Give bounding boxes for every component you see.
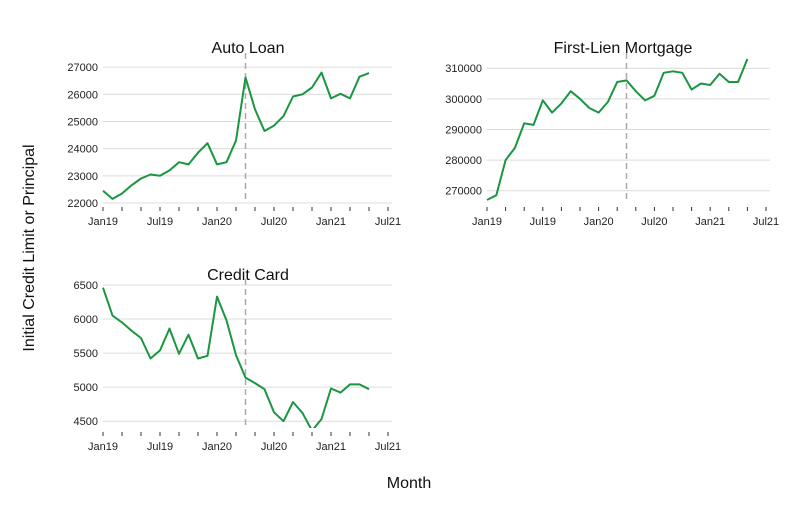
x-tick-label: Jan21 [316, 441, 346, 453]
y-tick-label: 6500 [74, 280, 98, 292]
y-tick-label: 6000 [74, 314, 98, 326]
x-tick-label: Jan21 [316, 216, 346, 228]
y-tick-label: 25000 [67, 116, 98, 128]
y-tick-label: 280000 [445, 155, 482, 167]
y-tick-label: 290000 [445, 124, 482, 136]
x-tick-label: Jul21 [375, 441, 401, 453]
x-axis-title: Month [387, 475, 431, 492]
x-tick-label: Jul21 [753, 216, 779, 228]
y-tick-label: 270000 [445, 186, 482, 198]
x-tick-label: Jul19 [147, 441, 173, 453]
y-axis-title: Initial Credit Limit or Principal [21, 144, 38, 351]
series-line [486, 58, 749, 201]
panel-1: First-Lien Mortgage 270000 280000 290000 300… [445, 40, 779, 228]
y-tick-label: 27000 [67, 62, 98, 74]
x-tick-label: Jul21 [375, 216, 401, 228]
y-tick-label: 4500 [74, 416, 98, 428]
y-tick-label: 23000 [67, 171, 98, 183]
x-tick-label: Jul20 [261, 441, 287, 453]
y-tick-label: 300000 [445, 94, 482, 106]
panel-title: Auto Loan [212, 40, 285, 57]
series-line [102, 287, 370, 428]
x-tick-label: Jan20 [584, 216, 614, 228]
x-tick-label: Jul20 [261, 216, 287, 228]
x-tick-label: Jan20 [202, 441, 232, 453]
y-tick-label: 5500 [74, 348, 98, 360]
series-line [102, 71, 370, 200]
y-tick-label: 24000 [67, 144, 98, 156]
x-tick-label: Jan21 [695, 216, 725, 228]
x-tick-label: Jan19 [88, 216, 118, 228]
panel-title: First-Lien Mortgage [554, 40, 693, 57]
x-tick-label: Jul20 [641, 216, 667, 228]
x-tick-label: Jan20 [202, 216, 232, 228]
panel-title: Credit Card [207, 267, 289, 284]
y-tick-label: 22000 [67, 198, 98, 210]
y-tick-label: 5000 [74, 382, 98, 394]
y-tick-label: 26000 [67, 89, 98, 101]
x-tick-label: Jan19 [88, 441, 118, 453]
panel-0: Auto Loan 22000 23000 24000 25000 26000 27000 J… [67, 40, 401, 228]
x-tick-label: Jul19 [530, 216, 556, 228]
x-tick-label: Jul19 [147, 216, 173, 228]
y-tick-label: 310000 [445, 63, 482, 75]
x-tick-label: Jan19 [472, 216, 502, 228]
panel-2: Credit Card 4500 5000 5500 6000 6500 Jan19 Jul1… [74, 267, 402, 453]
